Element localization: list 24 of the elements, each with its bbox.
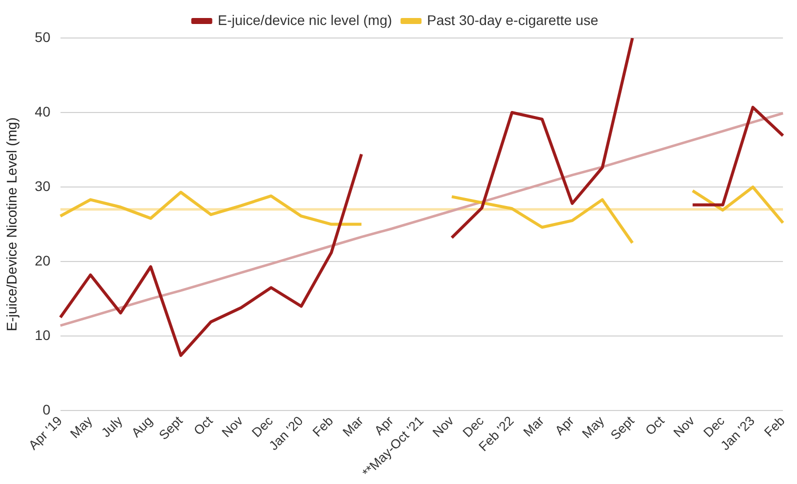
x-tick-label: Nov: [670, 412, 698, 440]
x-tick-label: Feb: [761, 413, 788, 440]
x-tick-label: Dec: [248, 412, 276, 440]
y-tick-label: 30: [34, 178, 51, 194]
x-tick-label: Mar: [520, 412, 548, 440]
y-axis-title: E-juice/Device Nicotine Level (mg): [3, 117, 20, 332]
y-tick-label: 50: [34, 28, 51, 45]
x-tick-label: Oct: [190, 412, 216, 438]
x-tick-label: Apr: [552, 412, 578, 438]
y-tick-label: 10: [34, 326, 51, 343]
x-tick-label: May: [67, 412, 96, 442]
x-tick-label: July: [98, 412, 126, 440]
y-tick-label: 40: [34, 103, 51, 120]
x-tick-label: Dec: [700, 412, 728, 440]
x-tick-label: Nov: [218, 412, 246, 440]
legend-label: Past 30-day e-cigarette use: [427, 12, 598, 28]
x-tick-label: Nov: [429, 412, 457, 440]
legend-label: E-juice/device nic level (mg): [218, 12, 392, 28]
x-tick-label: Oct: [642, 412, 668, 438]
x-tick-label: Feb: [310, 413, 336, 440]
x-tick-label: Aug: [128, 413, 156, 440]
y-tick-label: 20: [34, 252, 51, 268]
x-tick-label: May: [578, 412, 608, 442]
x-tick-label: Mar: [340, 412, 367, 440]
